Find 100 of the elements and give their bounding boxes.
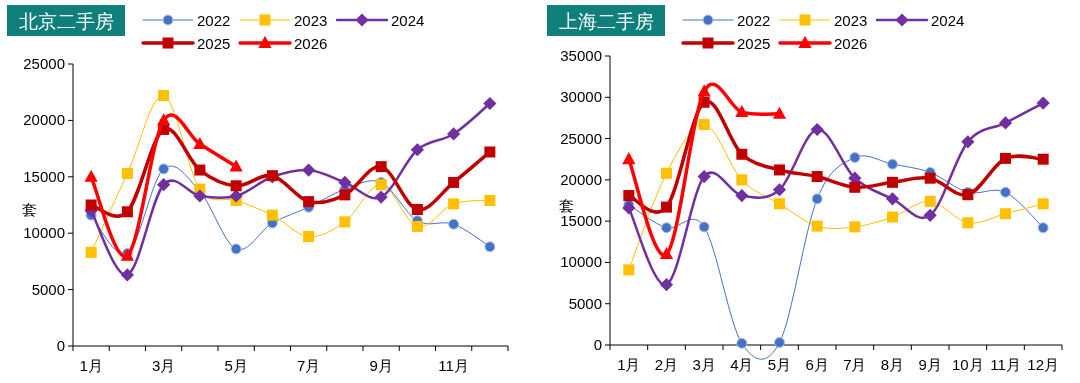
point	[1000, 186, 1011, 198]
point	[484, 146, 496, 158]
point	[303, 196, 315, 208]
point	[623, 264, 635, 276]
chart-title: 北京二手房	[18, 11, 114, 32]
x-tick-label: 5月	[767, 356, 792, 373]
point	[698, 119, 710, 131]
point	[303, 231, 315, 243]
y-tick-label: 5000	[568, 294, 602, 312]
x-tick-label: 8月	[880, 356, 905, 373]
x-tick-label: 9月	[369, 357, 393, 374]
point	[84, 169, 98, 182]
y-tick-label: 35000	[560, 47, 602, 64]
y-tick-label: 10000	[560, 253, 602, 271]
point	[85, 199, 97, 211]
legend-label: 2026	[294, 35, 328, 52]
point	[411, 220, 423, 232]
point	[772, 106, 787, 119]
y-tick-label: 30000	[560, 88, 602, 106]
legend-label: 2025	[197, 35, 231, 52]
point	[774, 198, 785, 210]
y-tick-label: 0	[593, 336, 602, 353]
y-axis-title: 套	[21, 201, 37, 218]
point	[659, 247, 674, 260]
point	[811, 220, 823, 232]
x-tick-label: 3月	[692, 356, 716, 373]
legend-label: 2023	[294, 12, 328, 29]
point	[230, 180, 242, 192]
y-tick-label: 20000	[560, 170, 602, 188]
x-tick-label: 3月	[151, 357, 176, 374]
point	[622, 152, 636, 165]
point	[735, 105, 749, 118]
legend-label: 2025	[737, 35, 771, 52]
point	[447, 127, 461, 141]
point	[374, 190, 388, 204]
point	[924, 195, 936, 207]
point	[774, 337, 785, 348]
point	[484, 241, 496, 253]
y-tick-label: 15000	[23, 167, 65, 185]
x-tick-label: 11月	[990, 356, 1021, 373]
x-tick-label: 1月	[617, 356, 641, 373]
legend-label: 2026	[834, 35, 868, 52]
point	[194, 164, 206, 176]
point	[229, 159, 243, 172]
point	[302, 163, 316, 177]
point	[120, 268, 134, 282]
point	[661, 201, 672, 213]
x-tick-label: 5月	[224, 357, 248, 374]
point	[448, 176, 460, 188]
point	[1036, 96, 1050, 110]
point	[887, 176, 898, 188]
y-tick-label: 25000	[560, 129, 602, 147]
y-tick-label: 20000	[23, 111, 65, 129]
point	[962, 217, 974, 229]
point	[772, 183, 787, 197]
point	[448, 198, 460, 210]
legend-label: 2022	[197, 12, 231, 29]
point	[849, 221, 861, 233]
x-tick-label: 1月	[79, 357, 103, 374]
x-tick-label: 12月	[1027, 356, 1060, 373]
point	[266, 209, 278, 221]
point	[1037, 222, 1049, 234]
x-tick-label: 4月	[730, 356, 754, 373]
point	[448, 218, 460, 230]
point	[158, 90, 170, 102]
y-tick-label: 25000	[23, 55, 65, 72]
legend-label: 2022	[737, 12, 771, 29]
point	[157, 178, 171, 192]
legend-label: 2024	[931, 12, 965, 29]
point	[193, 136, 207, 150]
point	[698, 221, 710, 233]
x-tick-label: 7月	[843, 356, 867, 373]
point	[923, 208, 937, 222]
point	[811, 193, 823, 205]
point	[339, 216, 351, 228]
x-tick-label: 6月	[805, 356, 829, 373]
chart-title: 上海二手房	[558, 11, 654, 32]
point	[736, 337, 748, 349]
point	[193, 189, 207, 203]
point	[410, 143, 424, 157]
x-tick-label: 7月	[296, 357, 321, 374]
point	[230, 243, 242, 255]
point	[1000, 152, 1011, 164]
y-tick-label: 0	[56, 337, 65, 354]
point	[622, 201, 636, 215]
legend-label: 2024	[391, 12, 425, 29]
y-tick-label: 5000	[31, 280, 65, 298]
point	[998, 116, 1013, 130]
point	[736, 148, 748, 160]
y-axis-title: 套	[558, 196, 574, 214]
point	[735, 188, 749, 203]
x-tick-label: 2月	[654, 356, 679, 373]
point	[924, 172, 936, 184]
point	[375, 161, 387, 173]
point	[661, 167, 672, 179]
point	[887, 158, 898, 170]
point	[887, 211, 898, 223]
point	[849, 181, 861, 193]
point	[885, 192, 900, 206]
point	[697, 169, 711, 184]
